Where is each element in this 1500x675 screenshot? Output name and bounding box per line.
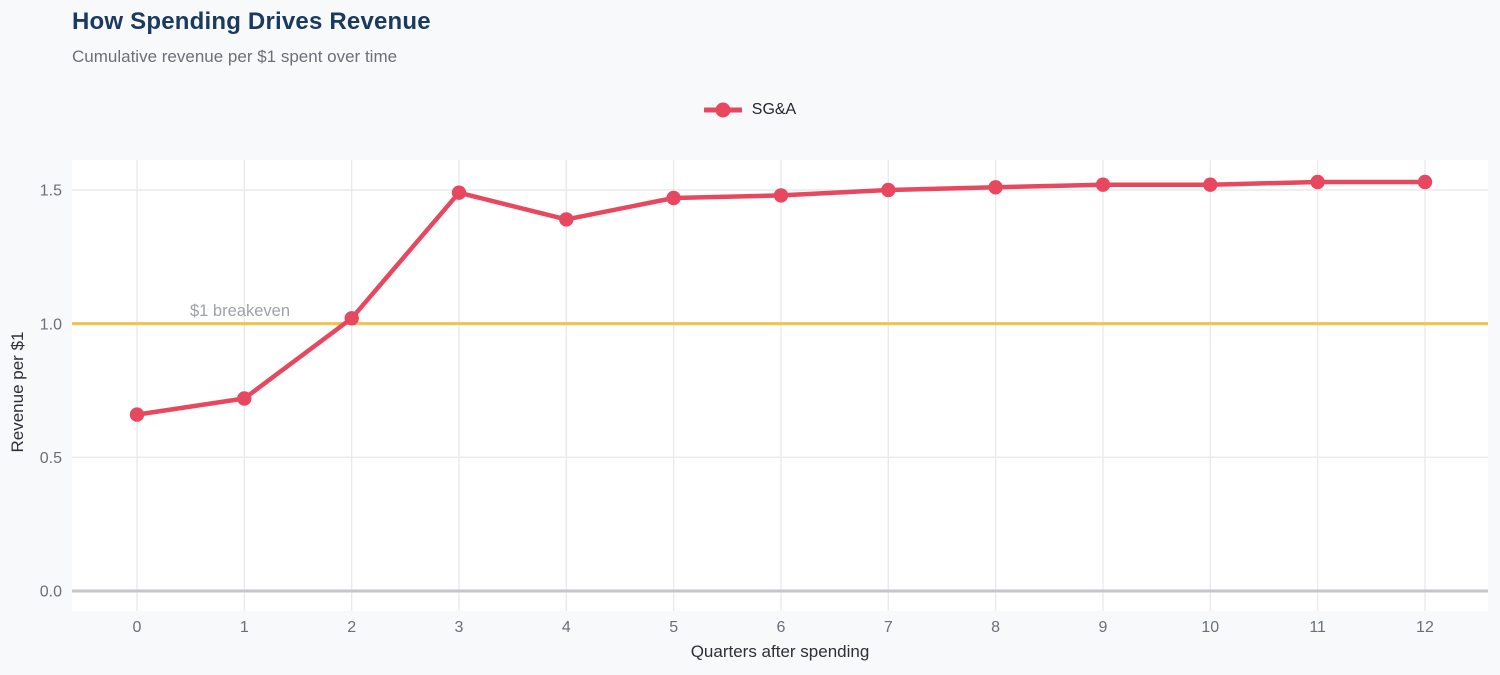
y-axis-tick-label: 1.0 bbox=[40, 316, 62, 333]
data-point[interactable] bbox=[1095, 177, 1111, 192]
y-axis-title: Revenue per $1 bbox=[8, 331, 27, 453]
x-axis-tick-label: 7 bbox=[884, 619, 893, 636]
legend-line-marker-icon bbox=[703, 102, 742, 118]
x-axis-title: Quarters after spending bbox=[690, 642, 870, 661]
x-axis-tick-label: 2 bbox=[347, 619, 356, 636]
data-point[interactable] bbox=[129, 407, 145, 422]
y-axis-tick-label: 0.5 bbox=[40, 450, 62, 467]
x-axis-tick-label: 6 bbox=[777, 619, 786, 636]
x-axis-tick-label: 8 bbox=[991, 619, 1000, 636]
x-axis-tick-label: 5 bbox=[669, 619, 678, 636]
x-axis-tick-label: 0 bbox=[133, 619, 142, 636]
breakeven-label: $1 breakeven bbox=[190, 302, 290, 320]
legend-label: SG&A bbox=[751, 101, 797, 118]
x-axis-tick-label: 12 bbox=[1416, 619, 1434, 636]
data-point[interactable] bbox=[1203, 177, 1218, 192]
x-axis-tick-label: 1 bbox=[240, 619, 249, 636]
data-point[interactable] bbox=[1417, 174, 1433, 190]
x-axis-tick-label: 10 bbox=[1201, 619, 1219, 636]
data-point[interactable] bbox=[881, 182, 896, 198]
data-point[interactable] bbox=[666, 190, 681, 206]
plot-background bbox=[72, 160, 1488, 611]
y-axis-tick-label: 0.0 bbox=[40, 584, 62, 601]
y-axis-tick-label: 1.5 bbox=[40, 183, 62, 200]
data-point[interactable] bbox=[237, 391, 252, 406]
x-axis-tick-label: 9 bbox=[1099, 619, 1108, 636]
data-point[interactable] bbox=[773, 188, 789, 203]
chart-subtitle: Cumulative revenue per $1 spent over tim… bbox=[72, 47, 398, 66]
x-axis-tick-label: 3 bbox=[455, 619, 464, 636]
data-point[interactable] bbox=[988, 180, 1003, 195]
legend-item-sga[interactable]: SG&A bbox=[0, 96, 1500, 124]
data-point[interactable] bbox=[451, 185, 467, 200]
data-point[interactable] bbox=[559, 212, 574, 227]
x-axis-tick-label: 4 bbox=[562, 619, 571, 636]
data-point[interactable] bbox=[1310, 174, 1325, 190]
chart-title: How Spending Drives Revenue bbox=[72, 8, 431, 35]
x-axis-tick-label: 11 bbox=[1309, 619, 1326, 636]
data-point[interactable] bbox=[344, 311, 359, 326]
